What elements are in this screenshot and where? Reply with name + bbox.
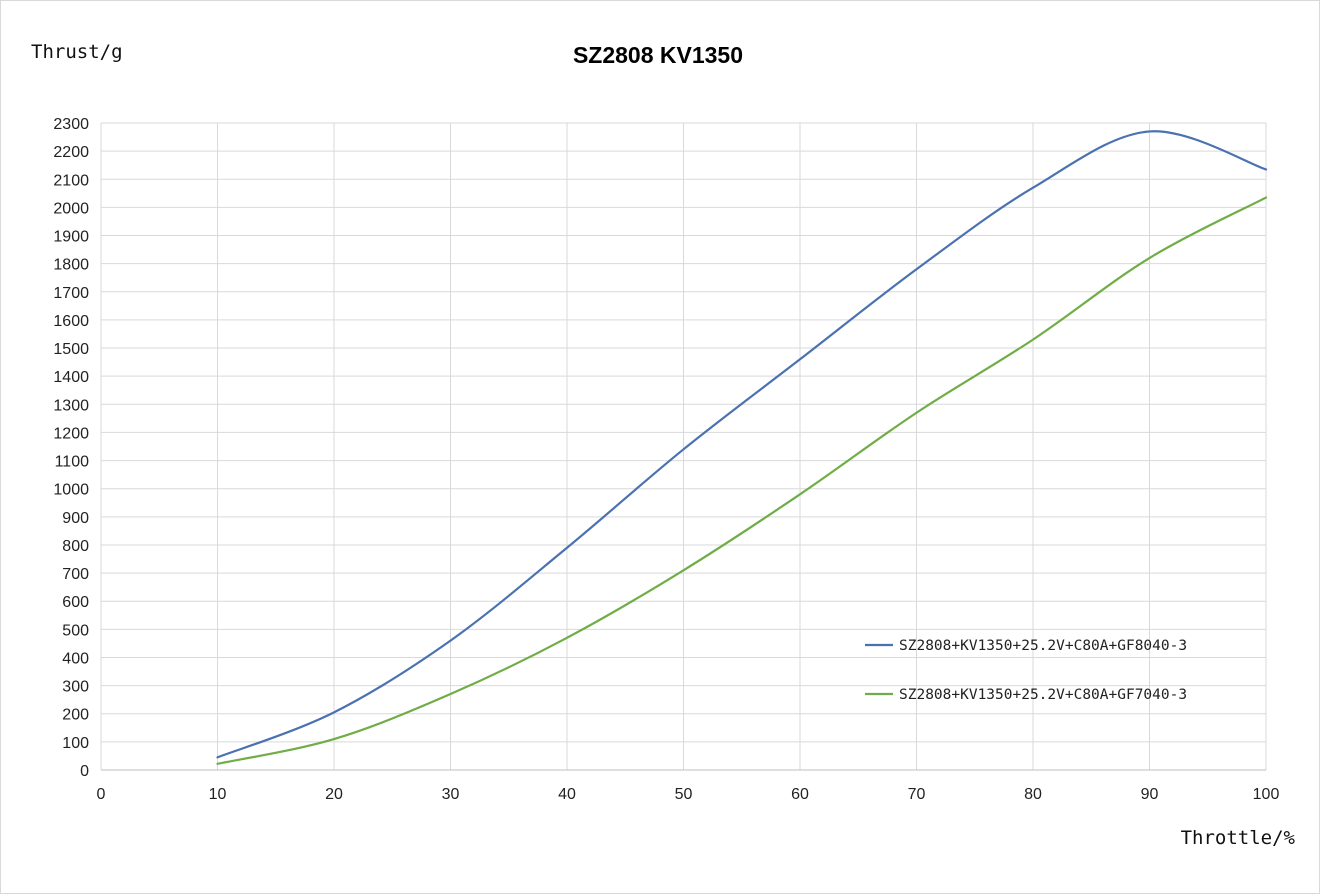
x-tick-label: 100: [1253, 786, 1280, 803]
y-tick-label: 1600: [53, 313, 89, 330]
x-tick-label: 0: [97, 786, 106, 803]
x-tick-label: 20: [325, 786, 343, 803]
legend-label: SZ2808+KV1350+25.2V+C80A+GF7040-3: [899, 687, 1187, 703]
y-tick-label: 1200: [53, 425, 89, 442]
x-axis-label: Throttle/%: [1181, 827, 1296, 849]
y-tick-label: 500: [62, 622, 89, 639]
series-lines: [216, 130, 1268, 765]
series-line-1: [216, 130, 1268, 759]
x-tick-label: 40: [558, 786, 576, 803]
grid-lines: [101, 122, 1267, 770]
y-tick-label: 600: [62, 594, 89, 611]
legend-label: SZ2808+KV1350+25.2V+C80A+GF8040-3: [899, 638, 1187, 654]
x-tick-label: 60: [791, 786, 809, 803]
y-tick-label: 1900: [53, 229, 89, 246]
y-tick-label: 800: [62, 538, 89, 555]
legend: SZ2808+KV1350+25.2V+C80A+GF8040-3 SZ2808+…: [865, 638, 1187, 703]
chart-title: SZ2808 KV1350: [573, 42, 743, 68]
y-tick-label: 700: [62, 566, 89, 583]
y-tick-label: 300: [62, 679, 89, 696]
y-tick-label: 1300: [53, 397, 89, 414]
y-tick-label: 1500: [53, 341, 89, 358]
y-tick-label: 1100: [55, 454, 90, 471]
series-line-2: [216, 196, 1268, 765]
x-tick-label: 10: [209, 786, 227, 803]
y-tick-label: 2100: [53, 172, 89, 189]
y-axis-label: Thrust/g: [31, 41, 123, 63]
x-tick-label: 80: [1024, 786, 1042, 803]
y-tick-label: 1400: [53, 369, 89, 386]
axes: 0100200300400500600700800900100011001200…: [53, 116, 1279, 803]
x-tick-label: 70: [908, 786, 926, 803]
y-tick-label: 0: [80, 763, 89, 780]
y-tick-label: 1700: [53, 285, 89, 302]
x-tick-label: 90: [1141, 786, 1159, 803]
y-tick-label: 1000: [53, 482, 89, 499]
y-tick-label: 900: [62, 510, 89, 527]
y-tick-label: 400: [62, 650, 89, 667]
x-tick-label: 30: [442, 786, 460, 803]
y-tick-label: 2300: [53, 116, 89, 133]
y-tick-label: 2200: [53, 144, 89, 161]
y-tick-label: 100: [62, 735, 89, 752]
y-tick-label: 1800: [53, 257, 89, 274]
y-tick-label: 200: [62, 707, 89, 724]
x-tick-label: 50: [675, 786, 693, 803]
y-tick-label: 2000: [53, 200, 89, 217]
